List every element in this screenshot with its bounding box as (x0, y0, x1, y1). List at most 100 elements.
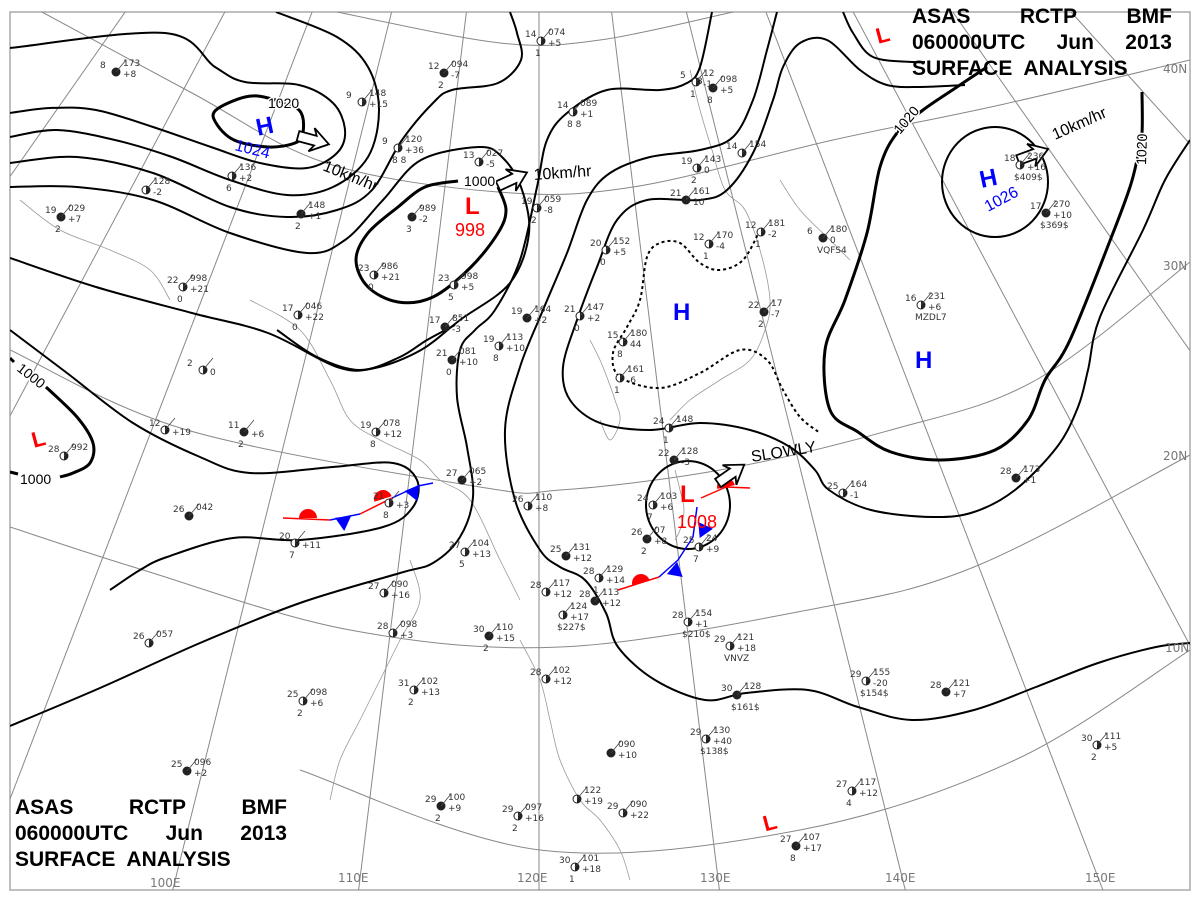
station-pressure: 998 (190, 274, 207, 284)
station-temperature: 12 (745, 221, 756, 231)
wind-barb-icon (540, 28, 552, 42)
station-plot: 23 998+5 5 (438, 272, 478, 303)
station-plot: 20 +11 7 (279, 530, 321, 561)
station-plot: 13 027-5 (463, 149, 503, 170)
station-extra: 1 (593, 586, 599, 596)
cloud-cover-icon (398, 144, 402, 152)
station-temperature: 28 (579, 590, 591, 600)
cloud-cover-icon (528, 502, 532, 510)
front-line (700, 486, 727, 499)
wind-barb-icon (300, 201, 312, 215)
station-pressure: 986 (381, 262, 398, 272)
cloud-cover-icon (580, 312, 584, 320)
station-extra: 3 (406, 225, 412, 235)
isobar-line (842, 12, 926, 64)
station-plot: 090+10 (606, 740, 637, 761)
wind-barb-icon (1045, 200, 1057, 214)
wind-barb-icon (361, 89, 373, 103)
wind-barb-icon (478, 149, 490, 163)
station-tendency: -7 (451, 71, 460, 81)
station-pressure: 090 (391, 580, 408, 590)
station-plot: 25 164-1 (827, 480, 867, 501)
station-pressure: 089 (580, 99, 597, 109)
station-pressure: 152 (613, 237, 630, 247)
wind-barb-icon (1019, 152, 1031, 166)
cloud-cover-icon (441, 802, 445, 810)
station-tendency: +16 (1027, 163, 1046, 173)
station-pressure: 107 (803, 833, 820, 843)
station-tendency: +12 (383, 430, 402, 440)
wind-barb-icon (453, 272, 465, 286)
cloud-cover-icon (647, 535, 651, 543)
station-tendency: +21 (381, 273, 400, 283)
lon-label-110e: 110E (338, 871, 369, 885)
station-plot: 28 173+1 (1000, 465, 1040, 486)
warm-front-symbol (374, 490, 392, 502)
cloud-cover-icon (165, 426, 169, 434)
wind-barb-icon (186, 758, 198, 772)
high-center-symbol: H (254, 112, 277, 142)
low-center-symbol: L (680, 481, 695, 508)
station-pressure: 124 (570, 602, 587, 612)
cloud-cover-icon (713, 84, 717, 92)
station-pressure: 113 (506, 333, 523, 343)
station-pressure: 148 (308, 201, 325, 211)
station-extra: $369$ (1040, 221, 1069, 231)
lon-label-150e: 150E (1085, 871, 1116, 885)
wind-barb-icon (574, 854, 586, 868)
station-tendency: +12 (859, 789, 878, 799)
wind-barb-icon (294, 530, 306, 544)
lon-label-130e: 130E (700, 871, 731, 885)
cold-front-symbol (698, 522, 713, 538)
wind-barb-icon (60, 204, 72, 218)
station-extra: 0 (177, 295, 183, 305)
station-extra: 2 (691, 176, 697, 186)
wind-barb-icon (373, 262, 385, 276)
station-extra: 2 (531, 216, 537, 226)
station-tendency: -4 (716, 242, 725, 252)
station-pressure: 111 (1104, 732, 1121, 742)
station-extra: 0 (446, 368, 452, 378)
station-tendency: 10 (693, 198, 705, 208)
station-temperature: 19 (360, 421, 372, 431)
cloud-cover-icon (796, 842, 800, 850)
cloud-cover-icon (232, 172, 236, 180)
station-extra: 0 (600, 258, 606, 268)
station-extra: 1 (569, 875, 575, 885)
station-extra: 2 (438, 81, 444, 91)
station-tendency: +10 (618, 751, 637, 761)
isobar-label: 1020 (1133, 133, 1150, 165)
station-tendency: +12 (602, 599, 621, 609)
station-temperature: 29 (502, 805, 514, 815)
cloud-cover-icon (546, 588, 550, 596)
cloud-cover-icon (575, 863, 579, 871)
wind-barb-icon (741, 140, 753, 154)
wind-barb-icon (572, 99, 584, 113)
station-temperature: 14 (557, 101, 569, 111)
cloud-cover-icon (61, 213, 65, 221)
cloud-cover-icon (686, 196, 690, 204)
station-tendency: +3 (400, 631, 413, 641)
low-center-symbol: L (873, 21, 892, 49)
isobars (10, 12, 1190, 727)
wind-barb-icon (413, 677, 425, 691)
station-temperature: 24 (637, 494, 649, 504)
station-tendency: -5 (486, 160, 495, 170)
cold-front-symbol (666, 561, 683, 577)
lat-label-10n: 10N (1165, 641, 1189, 655)
isobar-line (561, 36, 1190, 519)
station-pressure: 270 (1053, 200, 1070, 210)
station-temperature: 8 (100, 61, 106, 71)
station-temperature: 28 (48, 445, 60, 455)
title-year: 2013 (240, 822, 287, 845)
title-station: RCTP (128, 796, 187, 819)
station-tendency: +5 (548, 39, 561, 49)
station-tendency: +2 (469, 478, 482, 488)
station-tendency: 0 (704, 166, 710, 176)
wind-barb-icon (63, 443, 75, 457)
cloud-cover-icon (620, 374, 624, 382)
station-tendency: +19 (172, 428, 191, 438)
cloud-cover-icon (577, 795, 581, 803)
meridian-line (172, 12, 393, 890)
station-pressure: 102 (421, 677, 438, 687)
